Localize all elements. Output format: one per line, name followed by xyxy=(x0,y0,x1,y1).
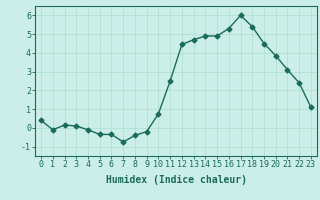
X-axis label: Humidex (Indice chaleur): Humidex (Indice chaleur) xyxy=(106,175,246,185)
